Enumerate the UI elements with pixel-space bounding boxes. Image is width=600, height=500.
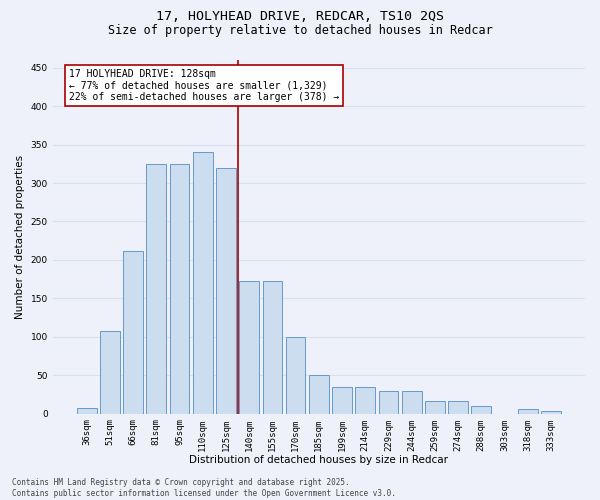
Text: Contains HM Land Registry data © Crown copyright and database right 2025.
Contai: Contains HM Land Registry data © Crown c… <box>12 478 396 498</box>
Text: 17, HOLYHEAD DRIVE, REDCAR, TS10 2QS: 17, HOLYHEAD DRIVE, REDCAR, TS10 2QS <box>156 10 444 23</box>
Bar <box>332 387 352 413</box>
Text: 17 HOLYHEAD DRIVE: 128sqm
← 77% of detached houses are smaller (1,329)
22% of se: 17 HOLYHEAD DRIVE: 128sqm ← 77% of detac… <box>68 69 339 102</box>
Bar <box>77 408 97 414</box>
Bar <box>402 390 422 413</box>
Bar <box>541 412 561 414</box>
Bar <box>425 400 445 413</box>
Bar <box>263 282 282 414</box>
Bar <box>170 164 190 414</box>
Y-axis label: Number of detached properties: Number of detached properties <box>15 155 25 319</box>
Bar <box>379 390 398 413</box>
Bar <box>518 409 538 414</box>
Bar <box>239 282 259 414</box>
Bar <box>286 337 305 413</box>
Bar <box>123 250 143 414</box>
Bar <box>355 387 375 413</box>
Bar <box>146 164 166 414</box>
X-axis label: Distribution of detached houses by size in Redcar: Distribution of detached houses by size … <box>190 455 448 465</box>
Text: Size of property relative to detached houses in Redcar: Size of property relative to detached ho… <box>107 24 493 37</box>
Bar <box>309 376 329 414</box>
Bar <box>216 168 236 414</box>
Bar <box>193 152 212 414</box>
Bar <box>472 406 491 413</box>
Bar <box>448 400 468 413</box>
Bar <box>100 332 120 413</box>
